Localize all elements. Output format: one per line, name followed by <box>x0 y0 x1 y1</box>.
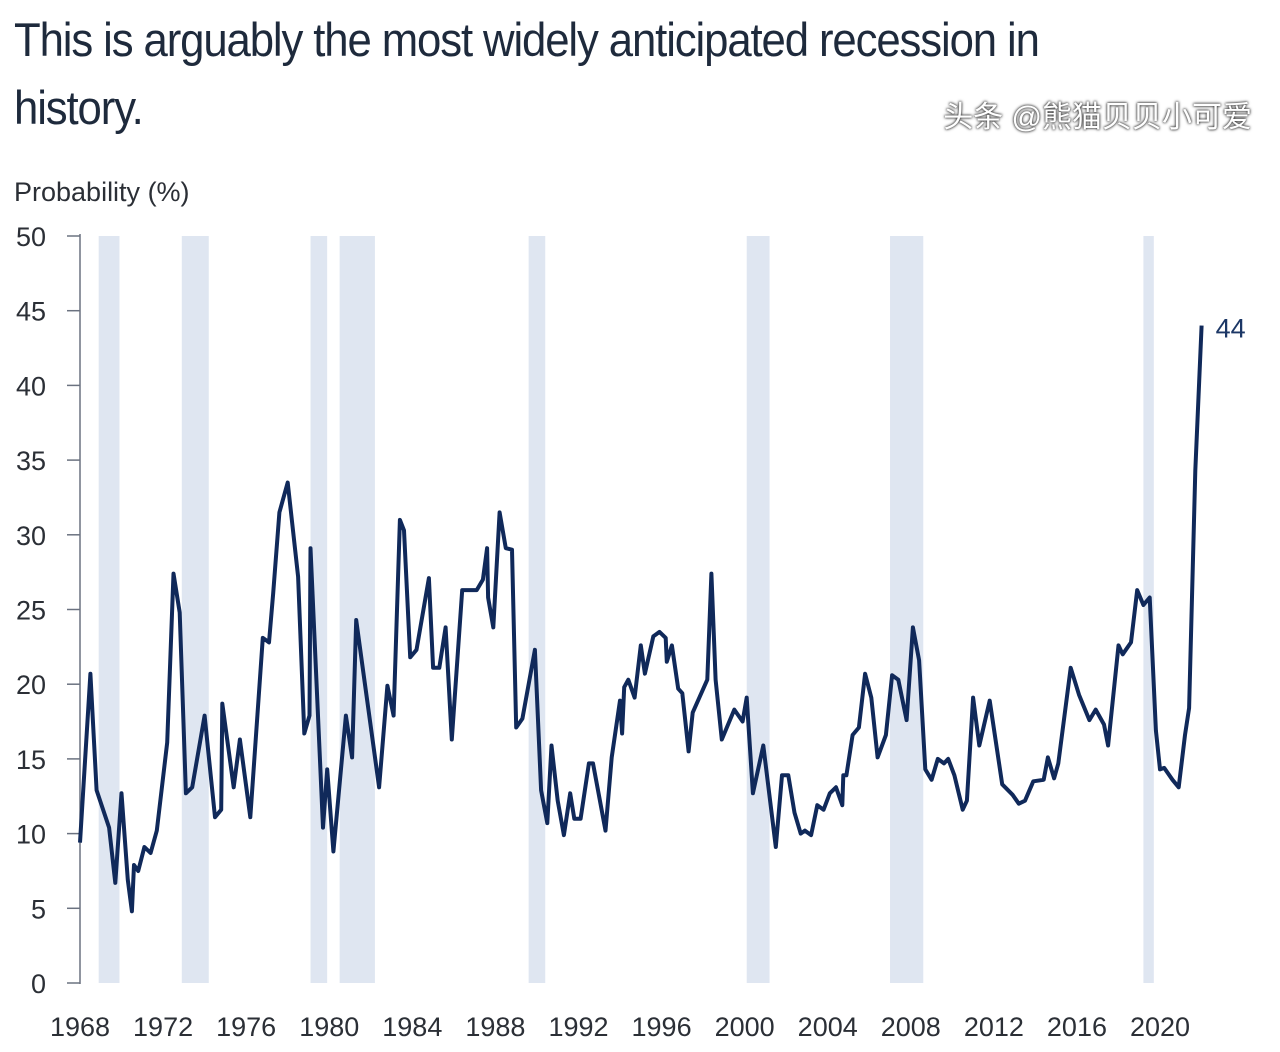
x-axis-ticks: 1968 1972 1976 1980 1984 1988 1992 1996 2000 2004… <box>50 1012 1190 1042</box>
y-tick-label: 10 <box>16 820 46 850</box>
x-tick-label: 1972 <box>133 1012 193 1042</box>
recession-band <box>747 236 770 983</box>
x-tick-label: 2020 <box>1130 1012 1190 1042</box>
y-axis-label: Probability (%) <box>14 177 190 207</box>
x-tick-label: 1984 <box>382 1012 442 1042</box>
x-tick-label: 1976 <box>216 1012 276 1042</box>
end-value-label: 44 <box>1216 314 1246 344</box>
x-tick-label: 1992 <box>548 1012 608 1042</box>
x-tick-label: 1980 <box>299 1012 359 1042</box>
recession-band <box>182 236 209 983</box>
recession-band <box>340 236 375 983</box>
probability-line <box>80 326 1202 912</box>
x-tick-label: 1988 <box>465 1012 525 1042</box>
recession-band <box>529 236 546 983</box>
y-tick-label: 30 <box>16 521 46 551</box>
y-tick-label: 45 <box>16 297 46 327</box>
x-tick-label: 2000 <box>715 1012 775 1042</box>
y-tick-label: 5 <box>31 894 46 924</box>
recession-bands <box>99 236 1154 983</box>
y-axis-ticks: 0 5 10 15 20 25 30 35 40 45 50 <box>16 222 80 999</box>
y-tick-label: 25 <box>16 596 46 626</box>
x-tick-label: 2008 <box>881 1012 941 1042</box>
watermark: 头条 @熊猫贝贝小可爱 <box>943 92 1252 136</box>
x-tick-label: 2012 <box>964 1012 1024 1042</box>
x-tick-label: 2016 <box>1047 1012 1107 1042</box>
recession-band <box>890 236 923 983</box>
y-tick-label: 40 <box>16 371 46 401</box>
y-tick-label: 35 <box>16 446 46 476</box>
x-tick-label: 1968 <box>50 1012 110 1042</box>
x-tick-label: 1996 <box>632 1012 692 1042</box>
y-tick-label: 15 <box>16 745 46 775</box>
x-tick-label: 2004 <box>798 1012 858 1042</box>
y-tick-label: 20 <box>16 670 46 700</box>
y-tick-label: 50 <box>16 222 46 252</box>
y-tick-label: 0 <box>31 969 46 999</box>
